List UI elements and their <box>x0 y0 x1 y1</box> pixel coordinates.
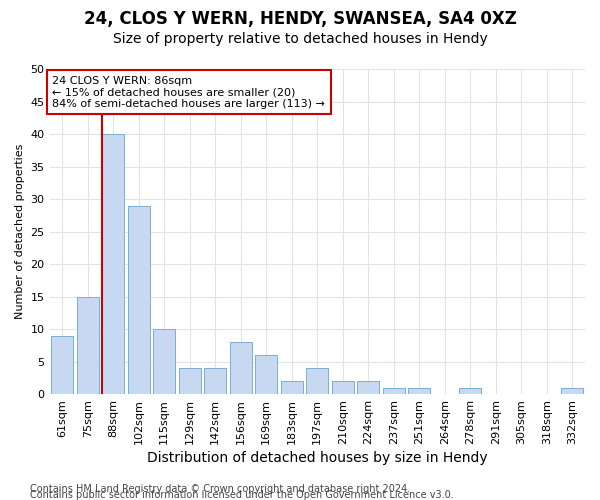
Bar <box>409 388 430 394</box>
Bar <box>154 329 175 394</box>
Bar <box>205 368 226 394</box>
Text: Size of property relative to detached houses in Hendy: Size of property relative to detached ho… <box>113 32 487 46</box>
Bar <box>77 296 98 394</box>
Bar <box>52 336 73 394</box>
Bar <box>179 368 200 394</box>
Text: 24, CLOS Y WERN, HENDY, SWANSEA, SA4 0XZ: 24, CLOS Y WERN, HENDY, SWANSEA, SA4 0XZ <box>83 10 517 28</box>
Y-axis label: Number of detached properties: Number of detached properties <box>15 144 25 319</box>
Bar <box>103 134 124 394</box>
Bar <box>383 388 404 394</box>
Bar <box>460 388 481 394</box>
Bar <box>562 388 583 394</box>
Bar <box>332 381 353 394</box>
Bar <box>256 355 277 394</box>
Bar <box>230 342 251 394</box>
X-axis label: Distribution of detached houses by size in Hendy: Distribution of detached houses by size … <box>147 451 488 465</box>
Text: Contains public sector information licensed under the Open Government Licence v3: Contains public sector information licen… <box>30 490 454 500</box>
Bar <box>281 381 302 394</box>
Bar <box>307 368 328 394</box>
Bar <box>358 381 379 394</box>
Text: Contains HM Land Registry data © Crown copyright and database right 2024.: Contains HM Land Registry data © Crown c… <box>30 484 410 494</box>
Bar <box>128 206 149 394</box>
Text: 24 CLOS Y WERN: 86sqm
← 15% of detached houses are smaller (20)
84% of semi-deta: 24 CLOS Y WERN: 86sqm ← 15% of detached … <box>52 76 325 108</box>
